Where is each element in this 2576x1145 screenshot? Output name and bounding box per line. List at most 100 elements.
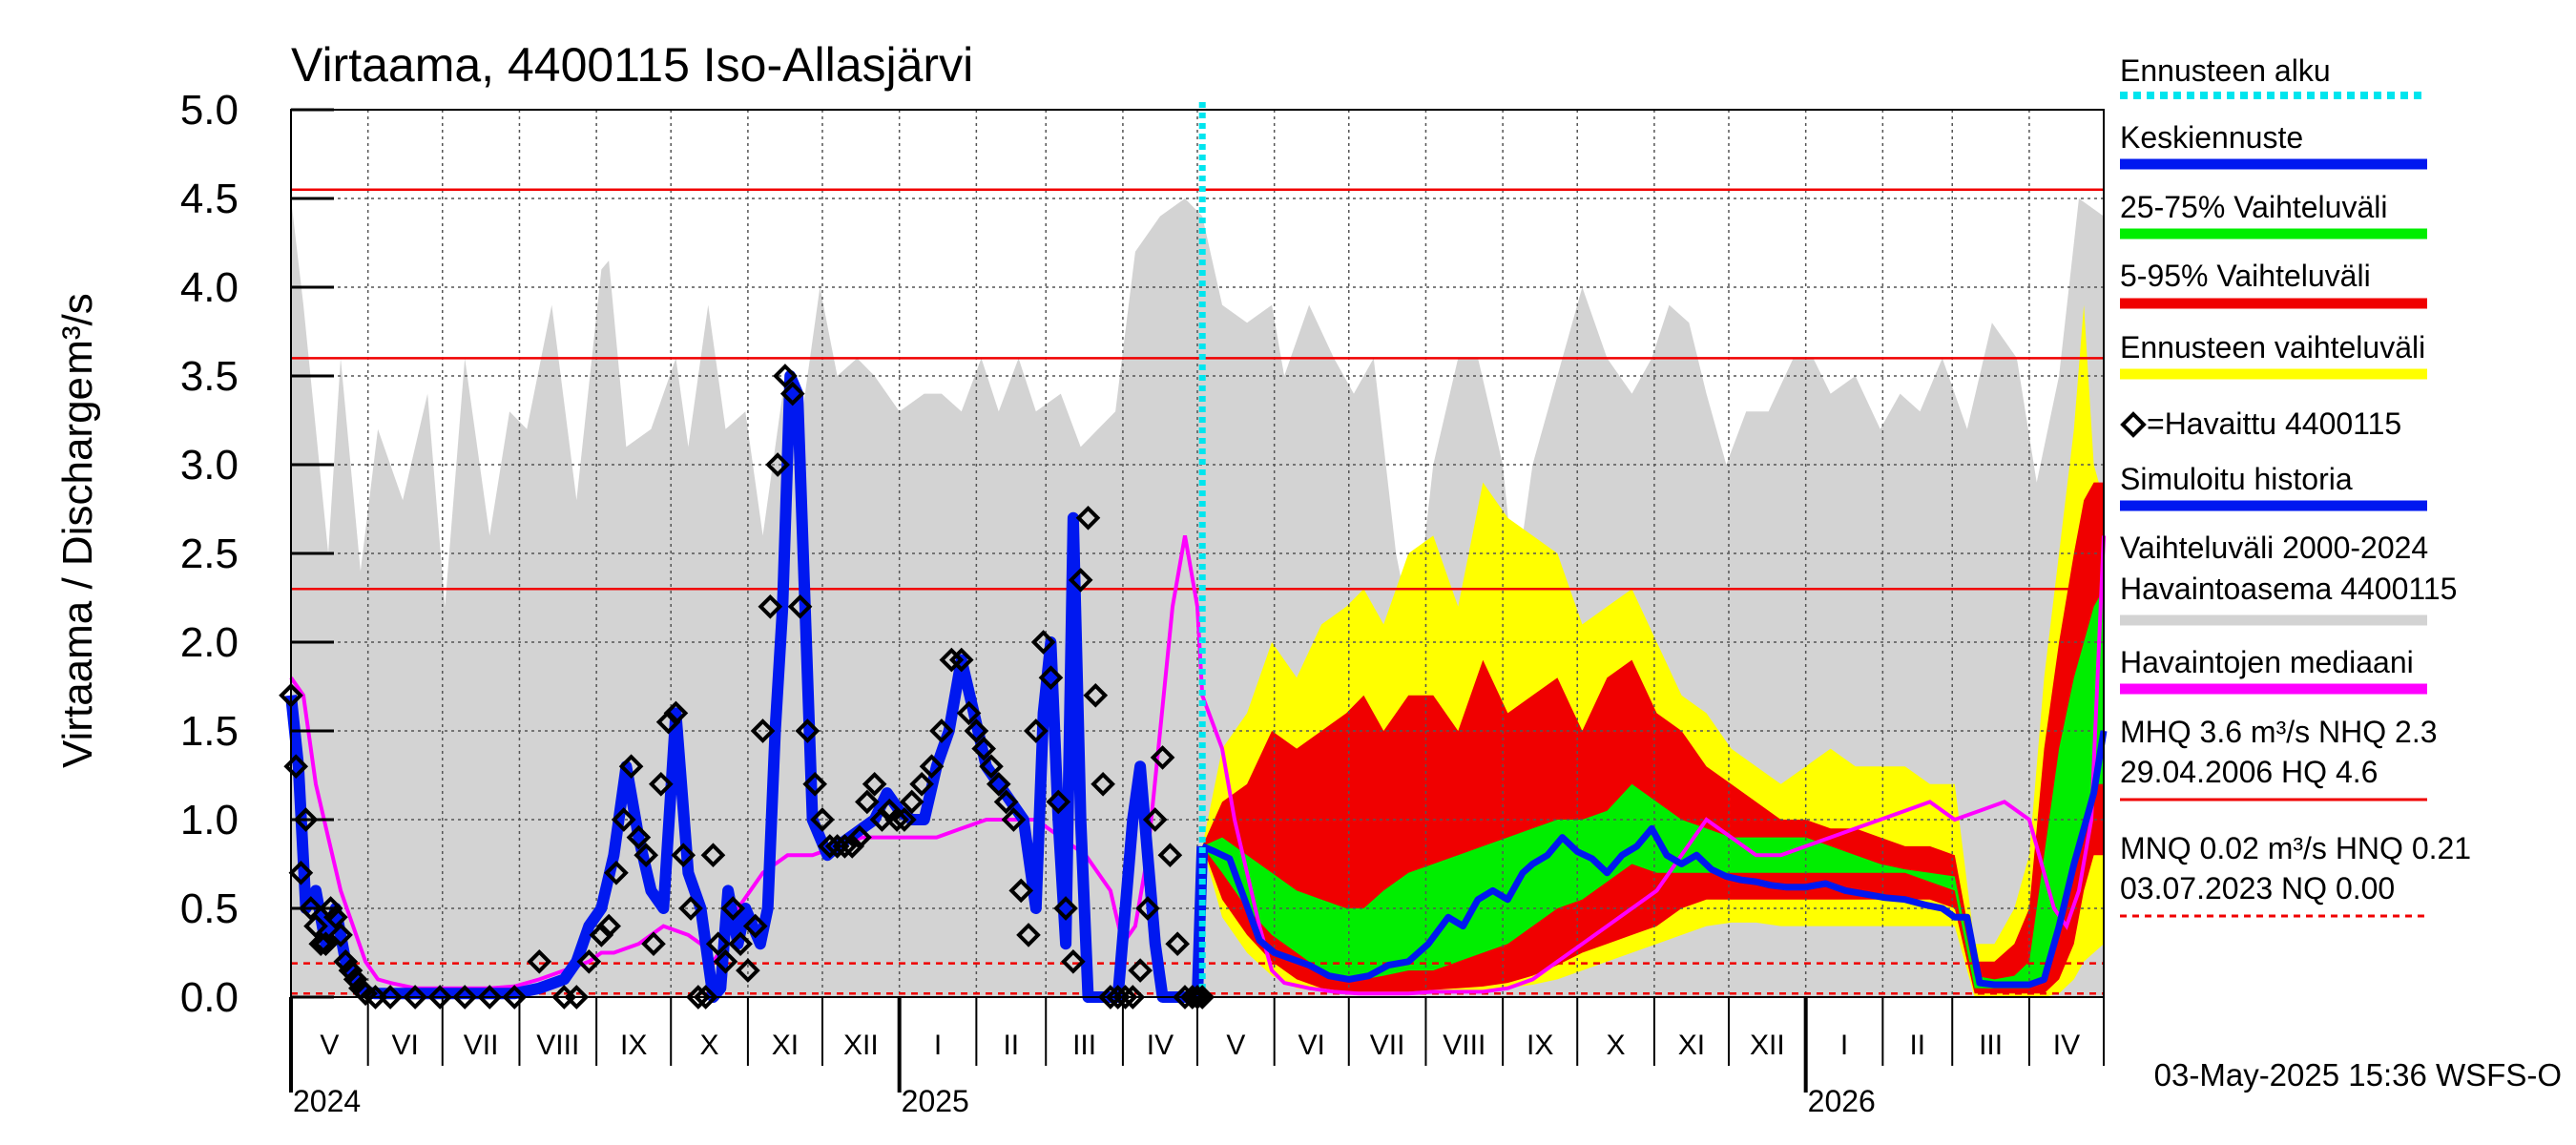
observed-point: [964, 718, 989, 743]
legend-label-2: 29.04.2006 HQ 4.6: [2120, 755, 2378, 789]
observed-point: [855, 789, 880, 815]
observed-point: [303, 913, 328, 939]
x-month-label: XI: [772, 1030, 799, 1061]
observed-point: [452, 985, 478, 1010]
observed-point: [477, 985, 503, 1010]
observed-point: [929, 718, 954, 743]
observed-point: [427, 985, 452, 1010]
observed-point: [604, 860, 629, 885]
observed-point: [618, 754, 644, 780]
observed-point: [1091, 771, 1115, 797]
observed-point: [810, 807, 835, 832]
y-axis-unit: m³/s: [54, 293, 101, 375]
observed-point: [979, 754, 1004, 780]
observed-point: [765, 452, 790, 477]
legend-label: MHQ 3.6 m³/s NHQ 2.3: [2120, 715, 2438, 749]
observed-point: [693, 985, 718, 1010]
y-tick-label: 5.0: [180, 87, 239, 134]
observed-point: [1112, 985, 1138, 1010]
forecast-band-layer: [1202, 304, 2104, 998]
observed-point: [589, 923, 614, 947]
legend-label: MNQ 0.02 m³/s HNQ 0.21: [2120, 831, 2471, 865]
observed-point: [899, 789, 924, 815]
observed-point: [1038, 665, 1064, 691]
observed-point: [956, 700, 982, 726]
observed-point: [626, 824, 652, 850]
x-month-label: IV: [1147, 1030, 1174, 1061]
y-tick-label: 4.5: [180, 176, 239, 222]
x-month-label: III: [1979, 1030, 2003, 1061]
observed-point: [832, 834, 858, 859]
x-month-label: VII: [1370, 1030, 1405, 1061]
observed-point: [1157, 843, 1183, 868]
observed-point: [313, 931, 339, 957]
observed-point: [728, 931, 753, 957]
x-month-label: X: [1607, 1030, 1626, 1061]
observed-point: [939, 647, 965, 673]
observed-point: [700, 843, 726, 868]
legend-label-2: Havaintoasema 4400115: [2120, 572, 2457, 606]
observed-point: [892, 807, 917, 832]
observed-point: [323, 905, 348, 930]
legend-marker: [2120, 411, 2147, 438]
x-month-label: II: [1003, 1030, 1019, 1061]
observed-point: [343, 967, 368, 992]
observed-point: [634, 843, 659, 868]
observed-point: [884, 807, 909, 832]
y-tick-label: 2.5: [180, 531, 239, 577]
legend-label: Vaihteluväli 2000-2024: [2120, 531, 2428, 565]
forecast-mean-line: [1200, 730, 2108, 989]
observed-point: [403, 985, 427, 1010]
observed-point: [308, 931, 334, 957]
legend-label: Keskiennuste: [2120, 120, 2303, 155]
observed-point: [1023, 718, 1049, 743]
y-tick-label: 0.5: [180, 885, 239, 932]
observed-point: [288, 860, 314, 885]
observed-point: [795, 718, 821, 743]
observed-point: [671, 843, 696, 868]
legend-label: Havaintojen mediaani: [2120, 645, 2414, 679]
x-year-label: 2024: [293, 1084, 361, 1118]
observed-point: [1165, 931, 1191, 957]
observed-point: [576, 948, 602, 974]
x-month-label: VIII: [536, 1030, 579, 1061]
axes: 0.00.51.01.52.02.53.03.54.04.55.0V VI VII V…: [180, 87, 2105, 1118]
observed-point: [720, 896, 746, 921]
y-tick-label: 4.0: [180, 264, 239, 311]
observed-point: [564, 985, 590, 1010]
chart-title: Virtaama, 4400115 Iso-Allasjärvi: [291, 38, 973, 92]
observed-markers: [279, 364, 1215, 1010]
observed-point: [919, 754, 945, 780]
legend-label: 5-95% Vaihteluväli: [2120, 259, 2371, 293]
x-month-label: XII: [843, 1030, 879, 1061]
y-tick-label: 1.0: [180, 797, 239, 843]
observed-point: [1016, 923, 1041, 947]
y-tick-label: 3.0: [180, 442, 239, 489]
observed-point: [986, 771, 1011, 797]
legend: Ennusteen alku Keskiennuste 25-75% Vaihtel…: [2120, 53, 2471, 918]
observed-point: [1008, 878, 1034, 904]
observed-point: [750, 718, 776, 743]
median-line: [289, 535, 2106, 996]
legend-label-2: 03.07.2023 NQ 0.00: [2120, 871, 2395, 906]
legend-label: Ennusteen alku: [2120, 53, 2331, 88]
observed-point: [993, 789, 1019, 815]
y-tick-label: 3.5: [180, 353, 239, 400]
x-year-label: 2026: [1808, 1084, 1876, 1118]
observed-point: [641, 931, 666, 957]
legend-label: 25-75% Vaihteluväli: [2120, 190, 2387, 224]
x-month-label: VI: [1298, 1030, 1325, 1061]
observed-point: [648, 771, 674, 797]
x-month-label: IX: [620, 1030, 647, 1061]
observed-point: [333, 948, 359, 974]
x-month-label: IX: [1527, 1030, 1553, 1061]
observed-point: [338, 958, 364, 983]
observed-point: [318, 896, 343, 921]
observed-point: [909, 771, 934, 797]
x-month-label: X: [700, 1030, 719, 1061]
observed-point: [1128, 958, 1153, 983]
observed-point: [502, 985, 528, 1010]
observed-point: [1068, 568, 1093, 593]
x-month-label: VII: [464, 1030, 499, 1061]
